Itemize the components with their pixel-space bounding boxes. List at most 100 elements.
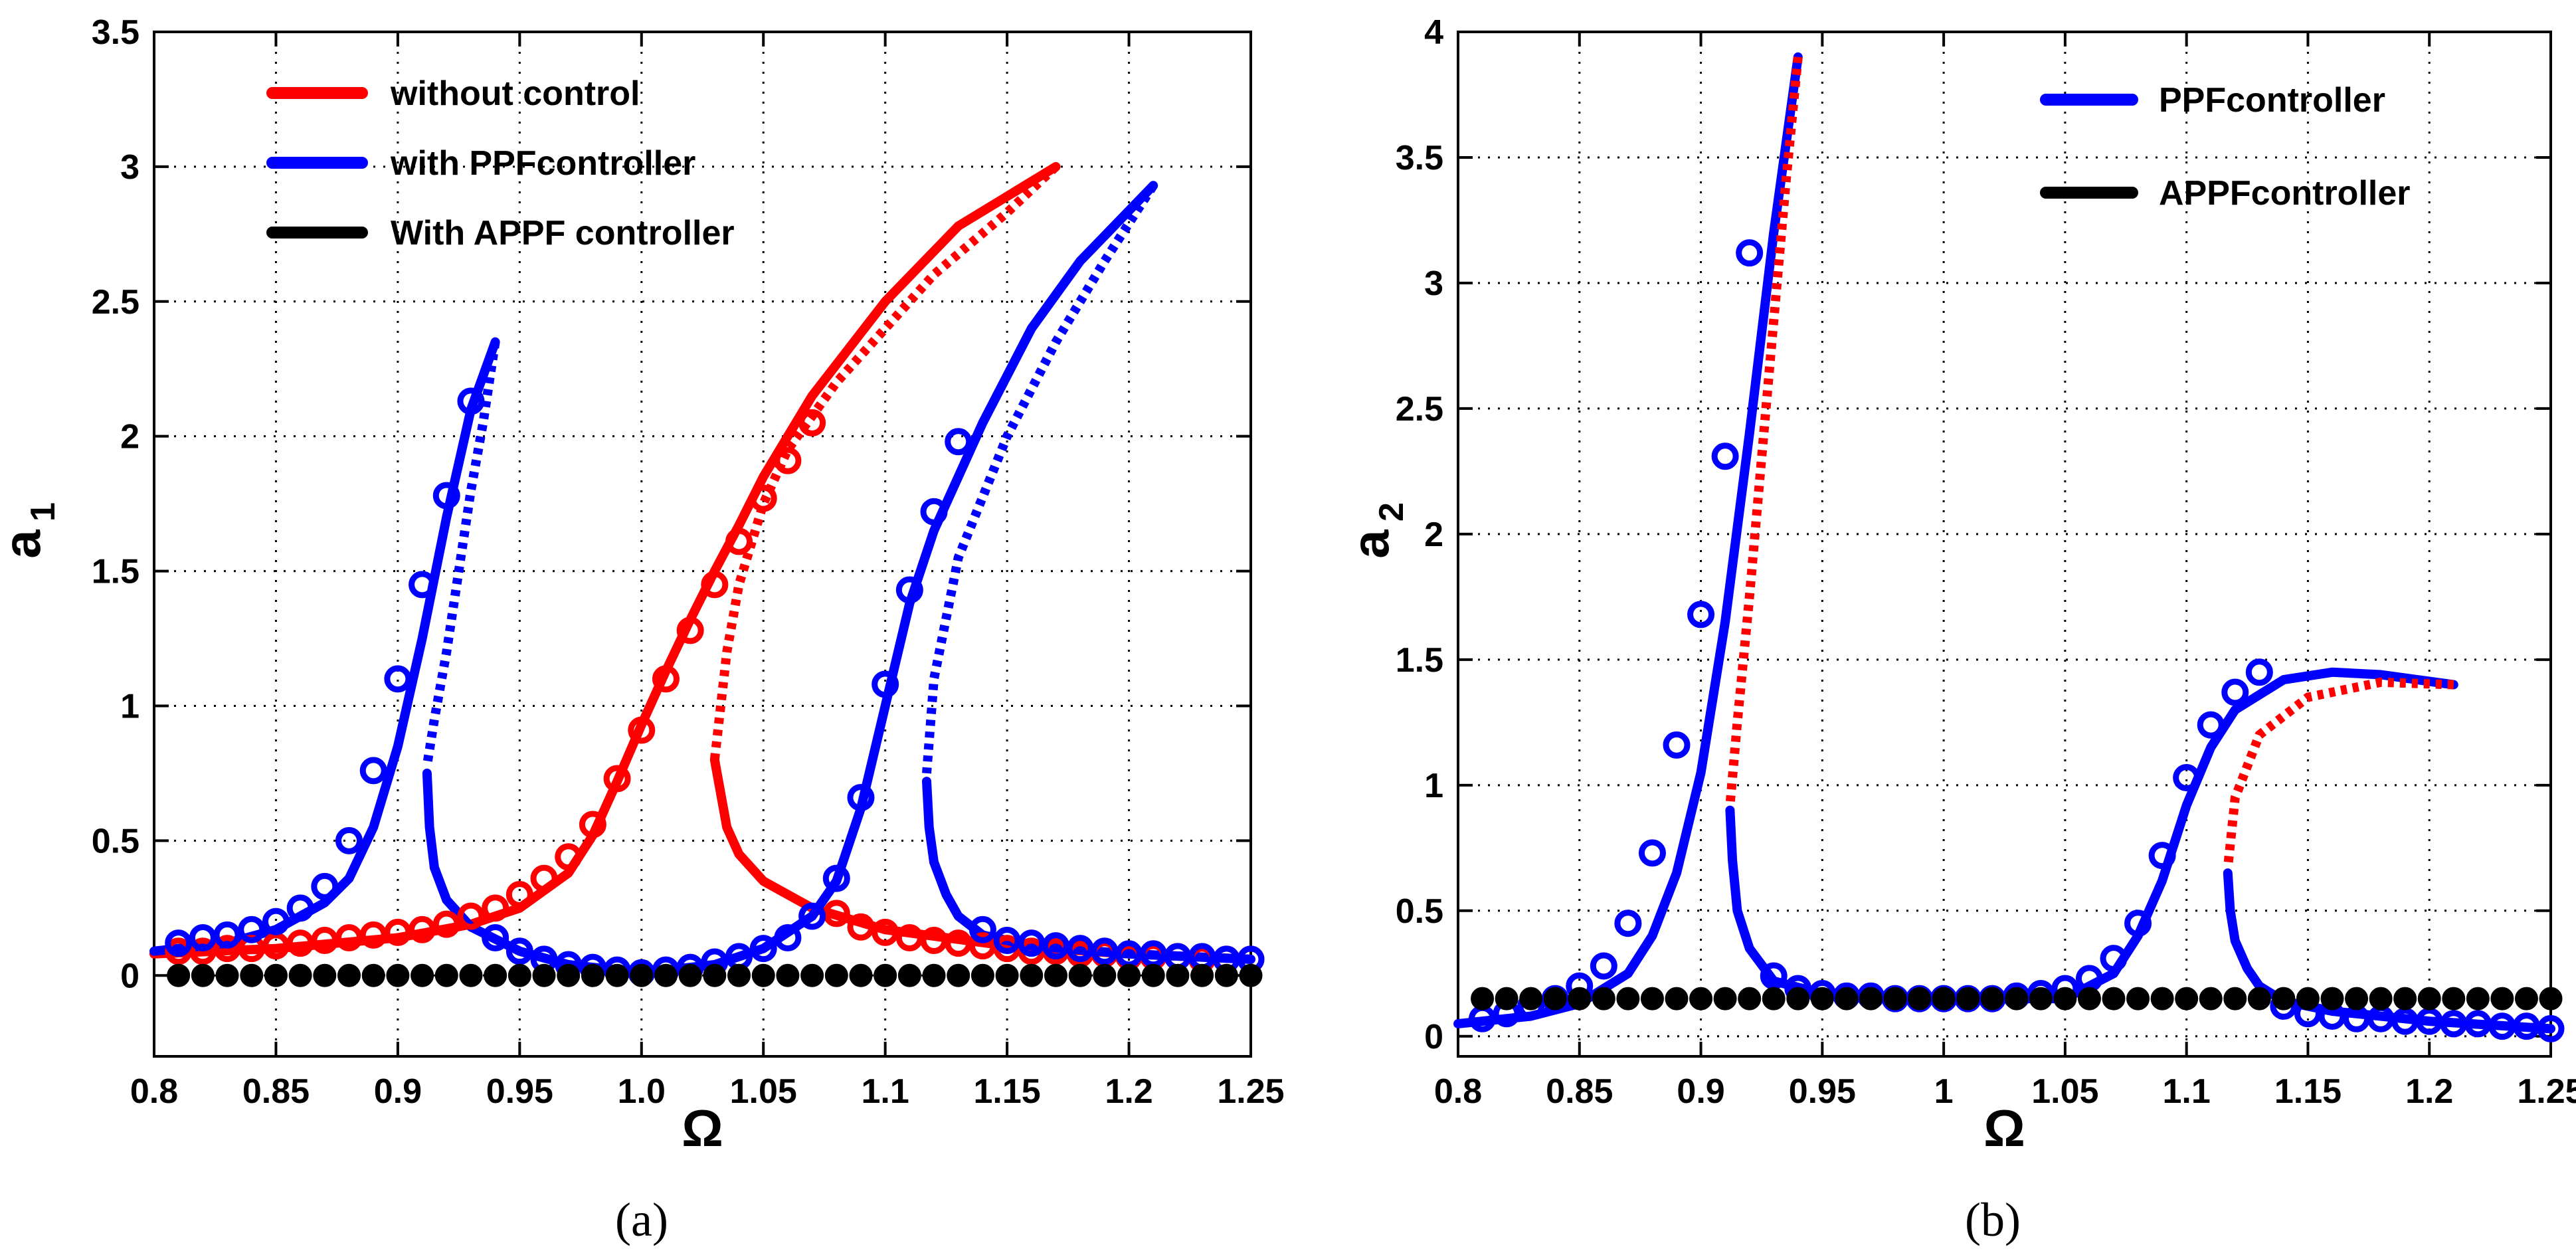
marker-0	[189, 937, 217, 965]
x-tick-label: 1.1	[862, 1072, 909, 1111]
marker-0	[749, 484, 777, 512]
marker-1	[847, 783, 875, 811]
x-tick-label: 0.95	[1789, 1072, 1856, 1111]
marker-0	[2100, 945, 2128, 973]
marker-2	[240, 963, 264, 987]
marker-1	[1762, 987, 1786, 1011]
panel-b-frequency-response: 0.8 0.85 0.9 0.95 1 1.05 1.1 1.15 1.2 1.25 0 0.5 1 1.…	[1341, 13, 2576, 1246]
marker-0	[530, 864, 558, 892]
marker-1	[1883, 987, 1907, 1011]
y-tick-label: 2.5	[1396, 390, 1443, 429]
x-tick-label: 1.25	[2517, 1072, 2576, 1111]
marker-1	[482, 923, 509, 951]
marker-2	[313, 963, 337, 987]
marker-1	[1786, 987, 1810, 1011]
plot-frame	[153, 31, 1252, 1058]
marker-1	[1066, 935, 1094, 963]
marker-1	[1616, 987, 1640, 1011]
marker-0	[506, 881, 533, 909]
marker-0	[920, 927, 948, 955]
marker-2	[1190, 963, 1214, 987]
y-tick-label: 1	[1424, 767, 1443, 805]
marker-0	[457, 902, 485, 930]
marker-1	[2539, 987, 2563, 1011]
y-tick-label: 1.5	[92, 553, 139, 591]
marker-0	[409, 916, 436, 943]
marker-2	[751, 963, 775, 987]
marker-1	[1908, 987, 1932, 1011]
marker-1	[1835, 987, 1859, 1011]
marker-0	[262, 932, 290, 960]
marker-2	[727, 963, 751, 987]
marker-0	[1736, 239, 1764, 267]
marker-1	[749, 935, 777, 963]
y-tick-label: 1.5	[1396, 641, 1443, 680]
y-axis-label: a	[0, 530, 51, 559]
marker-0	[1590, 952, 1617, 980]
panel-a-frequency-response: 0.8 0.85 0.9 0.95 1.0 1.05 1.1 1.15 1.2 1.25 0 0.5 1…	[0, 13, 1285, 1246]
marker-2	[1117, 963, 1141, 987]
marker-1	[1568, 987, 1592, 1011]
marker-0	[603, 765, 631, 793]
marker-1	[189, 923, 217, 951]
marker-0	[384, 918, 412, 946]
marker-1	[1042, 932, 1069, 960]
marker-1	[2077, 987, 2101, 1011]
marker-1	[1543, 987, 1567, 1011]
legend-label: APPFcontroller	[2159, 174, 2411, 213]
marker-1	[1018, 929, 1046, 957]
marker-2	[1214, 963, 1238, 987]
marker-1	[432, 482, 460, 510]
marker-2	[874, 963, 897, 987]
marker-1	[213, 921, 241, 949]
marker-0	[2221, 678, 2249, 706]
y-tick-label: 3	[1424, 264, 1443, 303]
marker-1	[1810, 987, 1834, 1011]
marker-0	[725, 528, 753, 555]
y-tick-label: 3.5	[1396, 139, 1443, 177]
legend-label: with PPFcontroller	[390, 144, 695, 183]
series-line-1	[709, 163, 1059, 761]
marker-1	[2417, 987, 2441, 1011]
x-tick-label: 1.15	[974, 1072, 1041, 1111]
marker-2	[167, 963, 191, 987]
marker-0	[2537, 1014, 2565, 1042]
marker-1	[1519, 987, 1543, 1011]
marker-2	[897, 963, 921, 987]
marker-1	[895, 576, 923, 604]
marker-0	[652, 665, 680, 693]
marker-0	[676, 617, 704, 644]
y-tick-label: 1	[120, 687, 139, 725]
marker-1	[2175, 987, 2199, 1011]
marker-1	[2369, 987, 2393, 1011]
x-tick-label: 0.95	[486, 1072, 553, 1111]
x-tick-label: 1.2	[1105, 1072, 1152, 1111]
y-axis-label-group: a2	[1341, 502, 1411, 559]
marker-1	[384, 665, 412, 693]
marker-1	[968, 916, 996, 943]
marker-1	[2442, 987, 2466, 1011]
marker-1	[2514, 987, 2538, 1011]
marker-1	[1713, 987, 1737, 1011]
marker-0	[1663, 731, 1691, 759]
marker-2	[776, 963, 800, 987]
series-line-4	[422, 341, 500, 766]
panel-caption: (a)	[615, 1193, 668, 1246]
marker-1	[1665, 987, 1689, 1011]
marker-1	[1859, 987, 1883, 1011]
panel-caption: (b)	[1965, 1193, 2021, 1246]
marker-0	[2391, 1007, 2419, 1035]
x-tick-label: 0.85	[1546, 1072, 1613, 1111]
marker-2	[1068, 963, 1092, 987]
marker-2	[654, 963, 678, 987]
marker-1	[2029, 987, 2053, 1011]
marker-2	[995, 963, 1019, 987]
marker-1	[457, 387, 485, 415]
marker-0	[945, 929, 972, 957]
marker-2	[288, 963, 312, 987]
marker-0	[872, 918, 899, 946]
marker-0	[2512, 1013, 2540, 1040]
marker-0	[2488, 1013, 2516, 1040]
marker-2	[532, 963, 556, 987]
legend-label: PPFcontroller	[2159, 81, 2385, 120]
